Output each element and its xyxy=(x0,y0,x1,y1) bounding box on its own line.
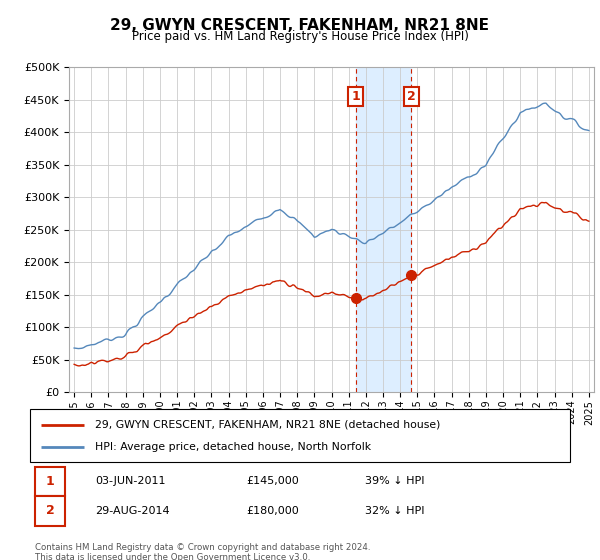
Text: Contains HM Land Registry data © Crown copyright and database right 2024.
This d: Contains HM Land Registry data © Crown c… xyxy=(35,543,371,560)
Text: 39% ↓ HPI: 39% ↓ HPI xyxy=(365,477,424,487)
Text: 32% ↓ HPI: 32% ↓ HPI xyxy=(365,506,424,516)
Text: Price paid vs. HM Land Registry's House Price Index (HPI): Price paid vs. HM Land Registry's House … xyxy=(131,30,469,43)
Text: 03-JUN-2011: 03-JUN-2011 xyxy=(95,477,166,487)
FancyBboxPatch shape xyxy=(30,409,570,462)
Text: 29, GWYN CRESCENT, FAKENHAM, NR21 8NE: 29, GWYN CRESCENT, FAKENHAM, NR21 8NE xyxy=(110,18,490,32)
Text: 2: 2 xyxy=(407,90,416,103)
Text: 29, GWYN CRESCENT, FAKENHAM, NR21 8NE (detached house): 29, GWYN CRESCENT, FAKENHAM, NR21 8NE (d… xyxy=(95,420,440,430)
Text: HPI: Average price, detached house, North Norfolk: HPI: Average price, detached house, Nort… xyxy=(95,442,371,452)
Text: 1: 1 xyxy=(46,475,55,488)
Text: £180,000: £180,000 xyxy=(246,506,299,516)
Text: £145,000: £145,000 xyxy=(246,477,299,487)
Bar xyxy=(356,67,412,392)
FancyBboxPatch shape xyxy=(35,466,65,496)
Text: 2: 2 xyxy=(46,505,55,517)
Text: 29-AUG-2014: 29-AUG-2014 xyxy=(95,506,169,516)
FancyBboxPatch shape xyxy=(35,496,65,526)
Text: 1: 1 xyxy=(352,90,360,103)
